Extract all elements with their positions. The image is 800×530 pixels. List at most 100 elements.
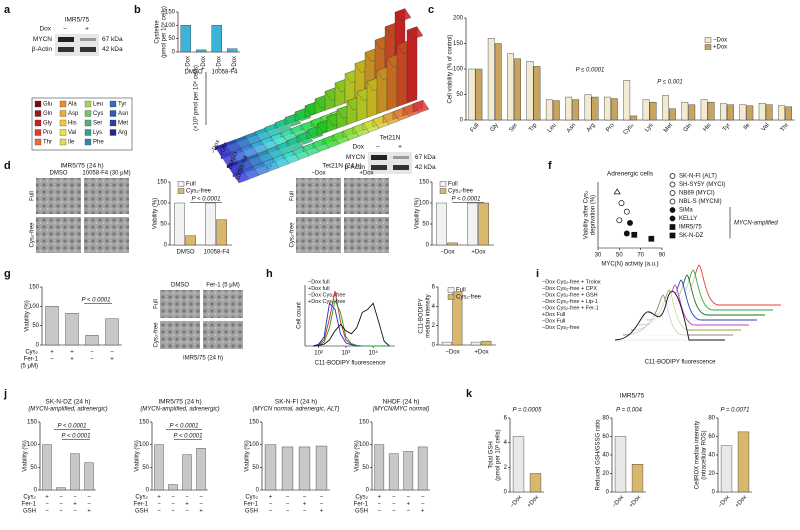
bar	[481, 340, 492, 346]
legend-swatch	[59, 110, 67, 117]
condition-name: Cys₂	[245, 495, 258, 501]
x-tick-label: Tyr	[722, 122, 732, 132]
legend-text: Met	[118, 121, 128, 127]
blot-band	[80, 47, 96, 52]
blot-protein: β-Actin	[32, 46, 53, 53]
x-tick-label: Ile	[743, 122, 752, 131]
legend-text: −Dox full	[308, 279, 330, 285]
bar	[168, 484, 178, 491]
column-header: −Dox	[311, 171, 325, 177]
bar	[42, 444, 52, 491]
condition-sign: +	[157, 495, 161, 501]
micrograph	[84, 217, 129, 253]
x-tick-label: Ser	[509, 122, 520, 133]
legend-swatch	[84, 138, 92, 146]
x-tick-label: −Dox	[216, 56, 222, 70]
bar	[447, 242, 458, 246]
condition-sign: −	[59, 509, 63, 515]
x-tick-label: −Dox	[440, 250, 454, 256]
y-tick-label: 0	[460, 118, 464, 124]
p-value: P < 0.0001	[58, 424, 87, 430]
legend-text: −Dox Cys₂-free + Fer-1	[542, 305, 599, 311]
x-tick-label: Cys₂	[622, 122, 635, 136]
row-header: Cys₂-free	[290, 222, 296, 248]
condition-name: Cys₂	[355, 495, 368, 501]
row-header: Full	[30, 191, 36, 201]
legend-swatch	[109, 110, 117, 117]
legend-text: +Dox Cys₂-free	[308, 299, 345, 305]
micrograph	[344, 217, 389, 253]
y-axis-label: Viability (%)	[153, 198, 159, 230]
y-axis-label: Viability (%)	[23, 440, 29, 472]
chart-title: SK-N-DZ (24 h)	[45, 399, 90, 406]
panel-label: h	[266, 268, 273, 280]
micrograph	[296, 178, 341, 214]
condition-sign: −	[392, 502, 396, 508]
bar	[470, 341, 481, 346]
bar	[196, 448, 206, 491]
micrograph	[160, 321, 200, 349]
bar	[785, 106, 792, 121]
condition-sign: +	[421, 509, 425, 515]
legend-text: −Dox Cys₂-free + Trolox	[542, 279, 601, 285]
y-tick-label: 60	[602, 434, 609, 440]
lane-sign: −	[376, 144, 380, 151]
legend-swatch	[704, 37, 712, 43]
y-axis-label: (pmol per 10⁶ cells)	[161, 6, 168, 58]
blot-title: IMR5/75	[65, 17, 90, 24]
blot-band	[58, 47, 74, 52]
bar	[478, 202, 489, 246]
bar	[436, 202, 447, 246]
condition-sign: −	[59, 495, 63, 501]
y-tick-label: 100	[27, 442, 38, 448]
x-tick-label: +Dox	[471, 250, 485, 256]
y-tick-label: 50	[32, 323, 39, 329]
condition-note: (5 μM)	[21, 364, 38, 370]
micrograph	[203, 290, 243, 318]
x-tick-label: Gly	[489, 122, 499, 133]
panel-label: i	[536, 268, 539, 280]
x-tick-label: Thr	[780, 122, 790, 133]
bar	[281, 446, 294, 491]
scatter-point	[623, 208, 630, 215]
y-tick-label: 100	[419, 201, 430, 207]
y-tick-label: 80	[602, 416, 609, 422]
bar	[84, 462, 94, 491]
condition-sign: +	[303, 502, 307, 508]
condition-sign: −	[73, 509, 77, 515]
y-axis-label: CellROX median intensity	[695, 421, 701, 489]
condition-sign: −	[157, 502, 161, 508]
bar	[441, 341, 452, 346]
micrograph	[36, 178, 81, 214]
condition-sign: +	[320, 509, 324, 515]
x-axis-label: MYC(N) activity (a.u.)	[601, 262, 658, 268]
y-tick-label: 2	[504, 465, 508, 471]
legend-text: Cys₂-free	[456, 295, 482, 301]
condition-sign: −	[171, 509, 175, 515]
blot-band	[393, 156, 409, 159]
y-tick-label: 150	[139, 420, 150, 426]
x-tick-label: 10⁴	[369, 350, 379, 357]
panel-title: IMR5/75 (24 h)	[60, 163, 103, 170]
condition-name: Fer-1	[24, 357, 39, 363]
legend-text: Phe	[93, 140, 104, 146]
condition-name: Fer-1	[22, 502, 37, 508]
condition-sign: −	[286, 509, 290, 515]
lane-sign: +	[85, 26, 89, 33]
legend-text: Gly	[43, 121, 52, 127]
chart-subtitle: (MYCN normal, adrenergic, ALT)	[252, 407, 339, 413]
condition-sign: −	[185, 509, 189, 515]
p-value: P < 0.0001	[82, 298, 111, 304]
blot-band	[371, 165, 387, 170]
legend-text: Arg	[118, 130, 127, 136]
lane-sign: −	[63, 26, 67, 33]
legend-text: +Dox	[713, 45, 727, 51]
condition-sign: −	[303, 509, 307, 515]
x-tick-label: Lys	[644, 122, 654, 133]
legend-bracket-label: MYCN-amplified	[734, 220, 778, 226]
bar	[417, 446, 428, 491]
p-value: P < 0.0001	[170, 424, 199, 430]
bar	[720, 103, 727, 121]
y-axis-label: Viability after Cys₂	[584, 190, 590, 239]
legend-text: SK-N-FI (ALT)	[679, 174, 717, 180]
